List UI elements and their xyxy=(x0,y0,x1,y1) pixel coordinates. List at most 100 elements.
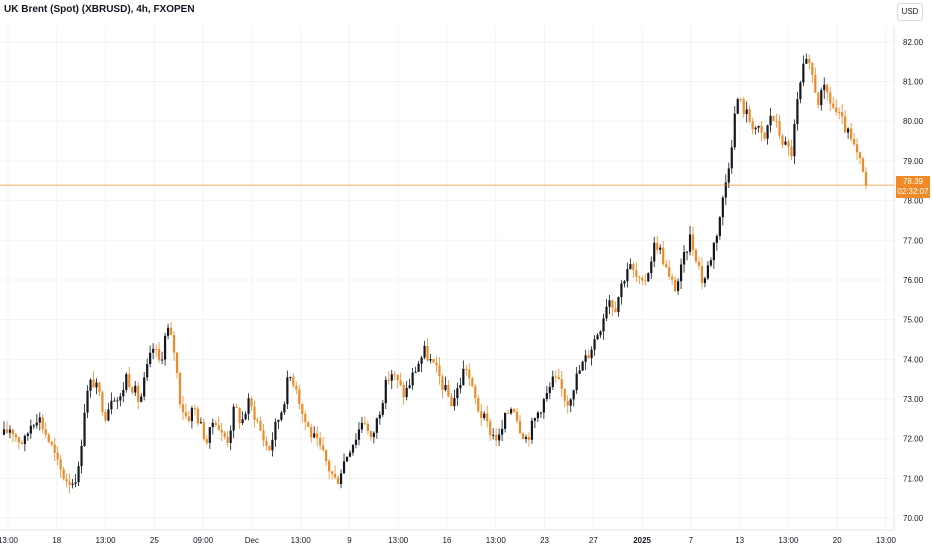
candle-body xyxy=(220,429,223,433)
candle-body xyxy=(122,389,125,397)
candle-body xyxy=(817,92,820,106)
candle-body xyxy=(29,425,32,434)
candle-body xyxy=(363,422,367,424)
candle-body xyxy=(313,433,316,438)
candle-body xyxy=(155,348,158,350)
bar-countdown: 02:32:07 xyxy=(897,187,929,196)
time-tick-label: 18 xyxy=(52,536,61,545)
candle-body xyxy=(700,266,704,283)
candle-body xyxy=(483,413,486,418)
candle-body xyxy=(838,111,841,113)
candle-body xyxy=(163,335,167,360)
candle-body xyxy=(193,408,196,410)
candle-body xyxy=(169,327,173,336)
candle-body xyxy=(524,437,528,439)
candle-body xyxy=(256,419,259,422)
candle-body xyxy=(74,482,77,484)
candle-body xyxy=(691,234,695,251)
candle-body xyxy=(629,264,632,270)
candle-body xyxy=(480,411,483,418)
candle-body xyxy=(369,431,372,438)
candle-body xyxy=(80,445,83,467)
candle-body xyxy=(289,376,292,378)
candle-body xyxy=(262,430,265,441)
candle-body xyxy=(697,261,701,267)
candle-body xyxy=(626,269,629,282)
candle-body xyxy=(32,425,35,427)
time-tick-label: 2025 xyxy=(633,536,651,545)
candle-body xyxy=(852,139,856,145)
candle-body xyxy=(348,452,352,457)
price-tick-label: 74.00 xyxy=(903,355,924,364)
candle-body xyxy=(495,434,498,441)
price-axis[interactable]: 70.00 71.00 72.00 73.00 74.00 75.00 76.00 77.00… xyxy=(903,38,924,523)
candle-body xyxy=(283,404,286,413)
candle-body xyxy=(548,386,551,394)
candle-body xyxy=(274,421,277,440)
candle-body xyxy=(265,440,268,446)
candle-body xyxy=(536,412,540,419)
candle-body xyxy=(447,385,450,397)
candle-body xyxy=(190,408,194,422)
time-tick-label: 13:00 xyxy=(876,536,897,545)
candle-body xyxy=(772,115,775,121)
currency-button[interactable]: USD xyxy=(897,3,923,21)
candle-body xyxy=(214,422,217,426)
candle-body xyxy=(420,357,423,364)
candle-body xyxy=(557,377,560,380)
chart-title: UK Brent (Spot) (XBRUSD), 4h, FXOPEN xyxy=(4,4,195,15)
candle-body xyxy=(134,385,137,393)
candle-body xyxy=(241,419,244,424)
candle-body xyxy=(137,385,140,402)
candle-body xyxy=(101,392,104,412)
candle-body xyxy=(858,152,862,159)
candle-body xyxy=(503,412,507,429)
candle-body xyxy=(229,430,232,443)
candle-body xyxy=(530,420,534,440)
candle-body xyxy=(345,456,349,462)
candle-body xyxy=(829,92,832,104)
candle-body xyxy=(784,141,787,145)
candle-body xyxy=(393,374,396,376)
candle-body xyxy=(650,261,653,274)
price-tick-label: 70.00 xyxy=(903,514,924,523)
candle-body xyxy=(787,141,790,147)
candle-body xyxy=(450,396,453,407)
candle-body xyxy=(292,376,295,386)
candle-body xyxy=(181,404,185,413)
candle-body xyxy=(694,250,698,262)
candle-body xyxy=(271,439,274,451)
candle-body xyxy=(462,368,465,385)
candle-body xyxy=(799,82,802,100)
price-tick-label: 72.00 xyxy=(903,435,924,444)
candle-body xyxy=(357,429,361,440)
candle-body xyxy=(471,378,474,387)
candle-body xyxy=(259,421,262,431)
candle-body xyxy=(769,115,772,126)
candle-body xyxy=(92,379,95,388)
candle-body xyxy=(140,396,143,402)
candle-body xyxy=(805,58,808,64)
candle-body xyxy=(802,63,805,83)
candle-body xyxy=(44,429,47,435)
time-tick-label: Dec xyxy=(245,536,259,545)
price-tick-label: 81.00 xyxy=(903,78,924,87)
candle-body xyxy=(238,407,241,424)
candle-body xyxy=(721,197,724,218)
candle-body xyxy=(166,327,170,336)
candle-body xyxy=(396,374,399,381)
candle-body xyxy=(319,438,322,446)
time-tick-label: 16 xyxy=(443,536,452,545)
candle-body xyxy=(647,273,650,282)
candle-body xyxy=(71,483,74,485)
time-tick-label: 13:00 xyxy=(486,536,507,545)
price-tick-label: 76.00 xyxy=(903,276,924,285)
candle-body xyxy=(512,409,516,412)
candle-body xyxy=(158,348,161,360)
candle-body xyxy=(53,444,56,453)
candle-body xyxy=(375,418,378,433)
time-tick-label: 09:00 xyxy=(193,536,214,545)
candle-body xyxy=(402,385,405,398)
time-axis[interactable]: 13:00 18 13:00 25 09:00 Dec 13:00 9 13:00 16 13:00… xyxy=(0,536,897,545)
